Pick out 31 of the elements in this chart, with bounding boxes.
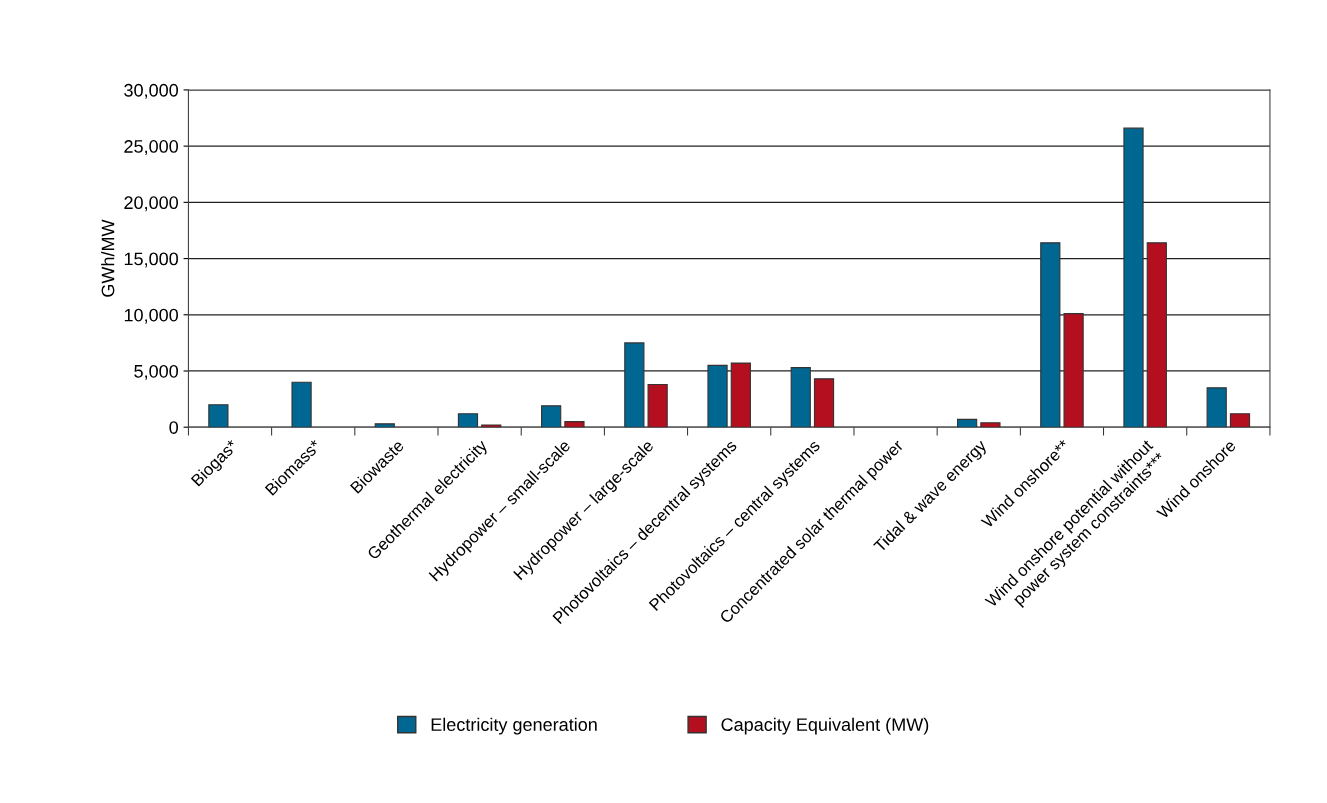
legend-label: Capacity Equivalent (MW) <box>721 717 929 735</box>
bar <box>541 405 562 428</box>
y-tick-label: 15,000 <box>124 252 179 268</box>
y-tick-label: 25,000 <box>124 140 179 155</box>
y-axis-title: GWh/MW <box>101 219 115 297</box>
bar <box>1229 413 1251 428</box>
y-tick-label: 20,000 <box>124 196 179 212</box>
bar <box>374 423 395 428</box>
bar <box>647 383 668 428</box>
bar <box>707 364 728 428</box>
bar <box>1063 313 1084 428</box>
y-tick-label: 5,000 <box>134 364 179 380</box>
bar <box>1040 242 1061 428</box>
bar <box>457 413 479 428</box>
bar <box>1123 127 1144 428</box>
bar <box>1146 242 1167 428</box>
bar <box>980 422 1001 428</box>
bar <box>730 362 751 428</box>
y-tick-label: 0 <box>169 421 179 434</box>
bar <box>291 381 312 428</box>
bar <box>956 418 978 428</box>
bar <box>624 342 645 428</box>
bar <box>208 404 229 428</box>
bar <box>1206 387 1227 428</box>
legend-label: Electricity generation <box>431 717 597 735</box>
bar <box>481 424 502 428</box>
y-tick-label: 30,000 <box>124 83 179 99</box>
bar <box>564 421 585 428</box>
y-tick-label: 10,000 <box>124 308 179 324</box>
bar <box>790 367 811 428</box>
bar <box>813 378 835 428</box>
